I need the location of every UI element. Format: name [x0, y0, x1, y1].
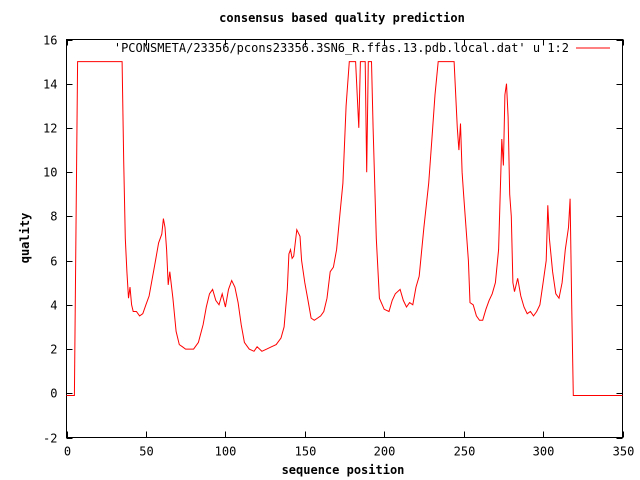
- y-tick-label: 6: [50, 255, 57, 269]
- y-tick-label: 8: [50, 210, 57, 224]
- y-tick-label: 16: [43, 34, 57, 48]
- x-axis-ticks: 0 50 100 150 200 250 300 350: [64, 39, 635, 459]
- x-tick-label: 300: [533, 445, 555, 459]
- series-line: [66, 61, 623, 396]
- legend-label: 'PCONSMETA/23356/pcons23356.3SN6_R.ffas.…: [114, 41, 569, 55]
- y-axis-ticks: -2 0 2 4 6 8 10 12 14 16: [43, 34, 623, 446]
- y-tick-label: 12: [43, 122, 57, 136]
- y-tick-label: 0: [50, 387, 57, 401]
- x-tick-label: 100: [215, 445, 237, 459]
- x-tick-label: 50: [139, 445, 153, 459]
- y-tick-label: 2: [50, 343, 57, 357]
- x-tick-label: 200: [374, 445, 396, 459]
- x-tick-label: 350: [613, 445, 635, 459]
- x-tick-label: 150: [295, 445, 317, 459]
- y-tick-label: -2: [43, 432, 57, 446]
- y-tick-label: 10: [43, 166, 57, 180]
- y-tick-label: 4: [50, 299, 57, 313]
- x-tick-label: 0: [64, 445, 71, 459]
- x-axis-label: sequence position: [282, 463, 405, 477]
- plot-area-frame: [66, 39, 623, 438]
- x-tick-label: 250: [454, 445, 476, 459]
- chart-title: consensus based quality prediction: [219, 11, 465, 25]
- y-axis-label: quality: [18, 213, 32, 264]
- y-tick-label: 14: [43, 78, 57, 92]
- legend: 'PCONSMETA/23356/pcons23356.3SN6_R.ffas.…: [114, 41, 610, 55]
